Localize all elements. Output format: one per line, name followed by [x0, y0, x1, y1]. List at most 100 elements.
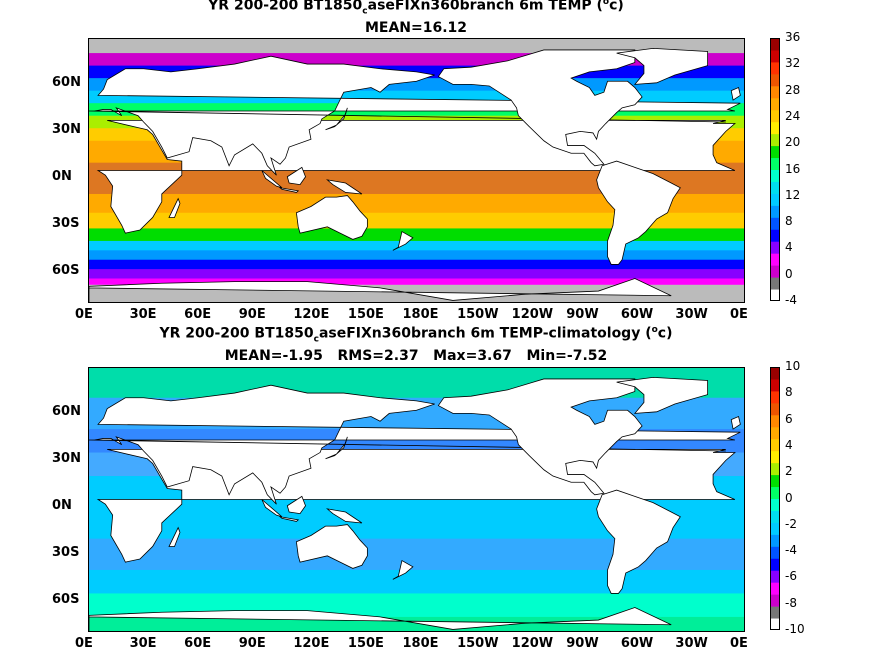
colorbar-segment — [770, 606, 780, 619]
land-mass — [286, 166, 306, 186]
bottom-map-plot — [88, 367, 745, 632]
top-map-title: YR 200-200 BT1850caseFIXn360branch 6m TE… — [208, 0, 624, 17]
y-tick-label: 30S — [52, 545, 80, 561]
land-mass — [168, 526, 181, 547]
land-mass — [437, 49, 643, 167]
colorbar-segment — [770, 73, 780, 87]
colorbar-tick-label: 6 — [785, 411, 793, 426]
colorbar-tick-label: 8 — [785, 214, 793, 229]
colorbar-segment — [770, 462, 780, 476]
colorbar-segment — [770, 367, 780, 380]
colorbar-tick-label: 36 — [785, 30, 801, 44]
colorbar-segment — [770, 534, 780, 547]
x-tick-label: 90E — [238, 636, 266, 651]
x-tick-label: 0E — [730, 307, 748, 322]
temperature-band — [89, 269, 744, 280]
colorbar-segment — [770, 546, 780, 559]
x-tick-label: 0E — [730, 636, 748, 651]
colorbar-segment — [770, 157, 780, 170]
colorbar-tick-label: 28 — [785, 82, 801, 97]
colorbar-segment — [770, 289, 780, 302]
land-mass — [278, 516, 300, 522]
colorbar-tick-label: 32 — [785, 56, 801, 71]
colorbar-tick-label: 4 — [785, 437, 793, 452]
temperature-band — [89, 228, 744, 242]
colorbar-segment — [770, 414, 780, 428]
colorbar-segment — [770, 570, 780, 583]
colorbar-segment — [770, 522, 780, 535]
land-mass — [730, 415, 741, 430]
land-mass — [89, 384, 741, 505]
bottom-colorbar — [770, 367, 780, 631]
x-tick-label: 90W — [566, 636, 599, 651]
colorbar-segment — [770, 618, 780, 631]
x-tick-label: 120W — [511, 636, 554, 651]
land-mass — [437, 378, 643, 496]
land-mass — [616, 376, 709, 414]
colorbar-segment — [770, 277, 780, 290]
x-tick-label: 150W — [457, 307, 499, 322]
temperature-band — [89, 569, 744, 594]
x-tick-label: 150E — [347, 636, 384, 651]
colorbar-segment — [770, 265, 780, 278]
land-mass — [168, 197, 181, 218]
x-tick-label: 90W — [566, 307, 599, 322]
colorbar-svg — [770, 367, 780, 631]
colorbar-segment — [770, 253, 780, 266]
land-mass — [261, 499, 283, 518]
colorbar-segment — [770, 133, 780, 147]
x-tick-label: 150W — [457, 636, 499, 651]
land-mass — [325, 179, 363, 195]
colorbar-segment — [770, 61, 780, 75]
x-tick-label: 180E — [402, 636, 439, 651]
y-tick-label: 30N — [52, 451, 81, 467]
x-tick-label: 30W — [675, 636, 708, 651]
y-tick-label: 60S — [52, 592, 80, 608]
land-mass — [286, 495, 306, 515]
colorbar-segment — [770, 109, 780, 123]
x-tick-label: 180E — [402, 307, 439, 322]
colorbar-tick-label: 20 — [785, 135, 801, 150]
colorbar-segment — [770, 85, 780, 99]
land-mass — [616, 47, 709, 85]
land-mass — [392, 230, 414, 251]
land-mass — [596, 160, 681, 265]
colorbar-tick-label: 0 — [785, 266, 793, 281]
colorbar-segment — [770, 582, 780, 595]
colorbar-segment — [770, 229, 780, 242]
top-map-subtitle: MEAN=16.12 — [364, 20, 468, 36]
temperature-band — [89, 193, 744, 214]
temperature-band — [89, 259, 744, 270]
top-map-plot — [88, 38, 745, 303]
colorbar-segment — [770, 241, 780, 254]
y-tick-label: 0N — [52, 498, 72, 514]
colorbar-segment — [770, 49, 780, 63]
bottom-map-title: YR 200-200 BT1850caseFIXn360branch 6m TE… — [159, 325, 673, 345]
x-tick-label: 150E — [347, 307, 384, 322]
colorbar-tick-label: -6 — [785, 569, 797, 584]
x-tick-label: 30E — [129, 307, 157, 322]
colorbar-segment — [770, 450, 780, 464]
colorbar-segment — [770, 97, 780, 111]
temperature-band — [89, 212, 744, 229]
y-tick-label: 0N — [52, 169, 72, 185]
colorbar-segment — [770, 402, 780, 416]
colorbar-tick-label: -4 — [785, 543, 797, 558]
colorbar-segment — [770, 217, 780, 230]
land-mass — [295, 524, 368, 569]
top-colorbar — [770, 38, 780, 302]
temperature-band — [89, 278, 744, 286]
x-tick-label: 0E — [75, 307, 93, 322]
land-mass — [261, 170, 283, 189]
colorbar-segment — [770, 193, 780, 206]
land-mass — [89, 278, 672, 302]
colorbar-segment — [770, 205, 780, 218]
land-mass — [596, 489, 681, 594]
y-tick-label: 30N — [52, 122, 81, 138]
x-tick-label: 120E — [293, 307, 330, 322]
colorbar-tick-label: -8 — [785, 595, 797, 610]
colorbar-segment — [770, 474, 780, 488]
x-tick-label: 60E — [184, 307, 212, 322]
colorbar-tick-label: -2 — [785, 516, 797, 531]
land-mass — [325, 107, 348, 131]
